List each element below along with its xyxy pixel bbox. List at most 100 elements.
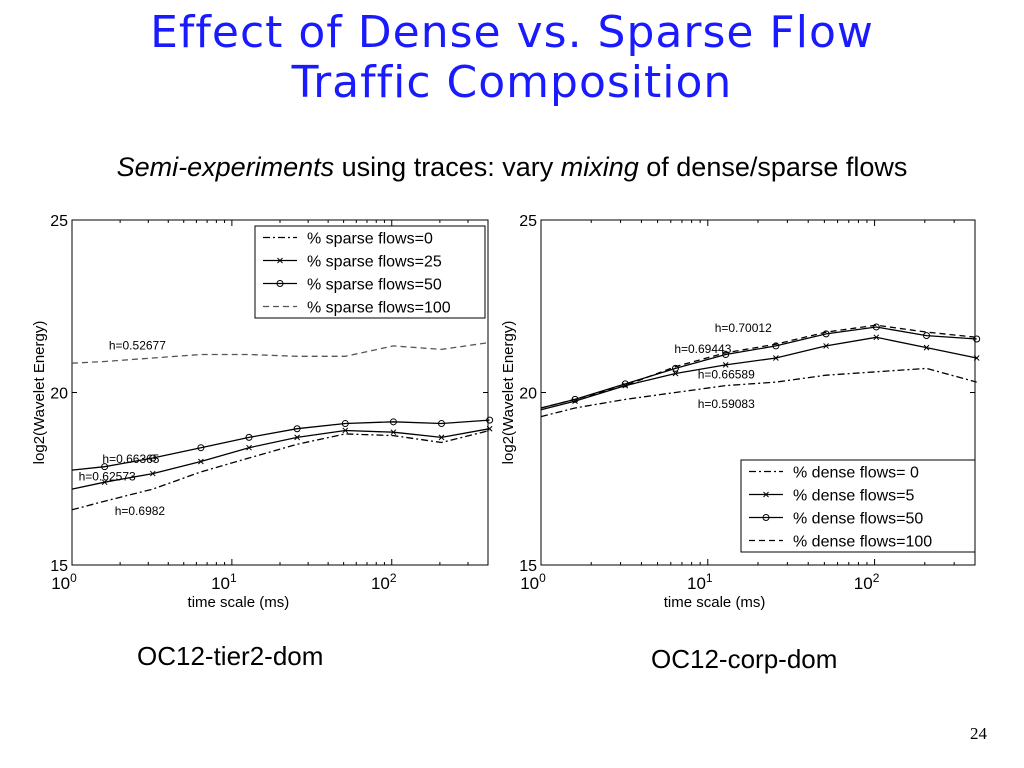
left-y-tick-label: 15 <box>50 558 68 575</box>
title-line-1: Effect of Dense vs. Sparse Flow <box>150 7 874 58</box>
right-legend-marker <box>762 514 770 521</box>
x-marker-stroke <box>390 429 397 436</box>
right-y-tick-label: 15 <box>519 558 537 575</box>
x-marker-stroke <box>823 343 829 349</box>
right-y-axis-label: log2(Wavelet Energy) <box>500 321 517 465</box>
slide-subtitle: Semi-experiments using traces: vary mixi… <box>0 152 1024 183</box>
x-marker-stroke <box>149 470 156 477</box>
right-series-2-point <box>973 335 981 343</box>
right-series-2-point <box>872 323 880 331</box>
x-marker-stroke <box>873 334 880 341</box>
right-annotation: h=0.66589 <box>698 368 755 382</box>
right-annotation: h=0.59083 <box>698 397 755 411</box>
right-series-1-point <box>973 355 980 361</box>
right-series-line-2 <box>540 326 977 409</box>
chart-right-svg: 15 20 25 100 101 102 time scale (ms) log2(Wavel… <box>500 213 981 611</box>
left-series-2-point <box>341 420 349 428</box>
subtitle-italic-2: mixing <box>560 152 639 182</box>
left-legend-label: % sparse flows=100 <box>307 300 451 317</box>
left-x-tick-label: 102 <box>371 571 397 593</box>
right-annotation: h=0.70012 <box>715 321 772 335</box>
title-line-2: Traffic Composition <box>291 57 733 108</box>
x-marker-stroke <box>722 362 729 368</box>
x-marker-stroke <box>672 370 679 377</box>
right-legend-label: % dense flows=5 <box>793 488 915 505</box>
right-x-tick-label: 101 <box>687 571 713 593</box>
x-marker-stroke <box>198 458 204 465</box>
right-series-1-point <box>773 355 779 361</box>
chart-oc12-tier2-dom: 15 20 25 100 101 102 time scale (ms) log2(Wavel… <box>0 200 500 620</box>
left-legend-label: % sparse flows=25 <box>307 254 442 271</box>
left-annotation: h=0.66365 <box>102 452 159 466</box>
left-y-axis-label: log2(Wavelet Energy) <box>31 321 48 465</box>
right-series-1-point <box>672 370 679 377</box>
right-series-line-0 <box>540 367 977 418</box>
left-legend-marker <box>277 257 283 264</box>
left-series-2-point <box>101 463 109 471</box>
left-legend-box <box>254 225 486 319</box>
left-series-2-point <box>293 425 301 433</box>
right-series-2-point <box>923 332 931 340</box>
right-series-2-point <box>822 330 830 338</box>
left-legend-label: % sparse flows=0 <box>307 231 433 248</box>
right-series-2-point <box>722 351 730 359</box>
right-legend-label: % dense flows= 0 <box>793 465 919 482</box>
left-annotation: h=0.52677 <box>109 338 166 352</box>
x-marker-stroke <box>486 425 493 432</box>
left-x-tick-label: 101 <box>211 571 237 593</box>
right-x-tick-label: 102 <box>854 571 880 593</box>
x-marker-stroke <box>438 434 445 441</box>
left-series-1-point <box>294 434 300 441</box>
right-series-2-point <box>571 395 579 403</box>
chart-left-svg: 15 20 25 100 101 102 time scale (ms) log2(Wavel… <box>31 213 494 611</box>
left-series-1-point <box>342 427 349 434</box>
right-annotation: h=0.69443 <box>674 342 731 356</box>
left-series-2-point <box>245 433 253 441</box>
left-y-tick-label: 25 <box>50 213 68 230</box>
right-legend-box <box>740 459 976 553</box>
subtitle-text-1: using traces: vary <box>334 152 561 182</box>
left-series-1-point <box>101 479 108 486</box>
right-y-tick-label: 25 <box>519 213 537 230</box>
left-series-1-point <box>486 425 493 432</box>
right-series-line-3 <box>540 324 977 409</box>
page-number: 24 <box>970 724 987 743</box>
right-series-2-point <box>772 342 780 350</box>
left-y-tick-label: 20 <box>50 386 68 403</box>
right-series-1-point <box>823 343 829 349</box>
left-series-1-point <box>246 444 252 451</box>
x-marker-stroke <box>773 355 779 361</box>
left-series-2-point <box>389 418 397 426</box>
left-annotation: h=0.62573 <box>79 469 136 483</box>
right-series-1-point <box>722 362 729 368</box>
right-legend: % dense flows= 0 % dense flows=5 % dense f… <box>740 459 976 553</box>
left-series-1-point <box>438 434 445 441</box>
right-series-2-point <box>671 364 679 372</box>
left-series-1-point <box>198 458 204 465</box>
left-series-2-point <box>486 416 494 424</box>
left-series-2-point <box>197 444 205 452</box>
left-series-line-1 <box>71 428 490 490</box>
caption-left: OC12-tier2-dom <box>137 641 324 671</box>
left-legend-label: % sparse flows=50 <box>307 277 442 294</box>
left-series-line-3 <box>71 341 490 364</box>
caption-right: OC12-corp-dom <box>651 644 838 674</box>
right-series-line-1 <box>540 336 977 411</box>
chart-oc12-corp-dom: 15 20 25 100 101 102 time scale (ms) log2(Wavel… <box>490 200 1024 620</box>
subtitle-text-2: of dense/sparse flows <box>638 152 908 182</box>
right-legend-marker <box>763 491 769 498</box>
left-x-tick-label: 100 <box>51 571 77 593</box>
slide-title: Effect of Dense vs. Sparse Flow Traffic … <box>0 8 1024 108</box>
left-series-2-point <box>149 454 157 462</box>
right-series-1-point <box>873 334 880 341</box>
left-series-line-0 <box>71 429 490 511</box>
right-x-axis-label: time scale (ms) <box>664 594 766 611</box>
left-legend-marker <box>276 280 284 287</box>
x-marker-stroke <box>246 444 252 451</box>
right-series-1-point <box>923 344 930 351</box>
x-marker-stroke <box>973 355 980 361</box>
x-marker-stroke <box>342 427 349 434</box>
right-x-tick-label: 100 <box>520 571 546 593</box>
x-marker-stroke <box>294 434 300 441</box>
left-series-2-point <box>438 420 446 428</box>
